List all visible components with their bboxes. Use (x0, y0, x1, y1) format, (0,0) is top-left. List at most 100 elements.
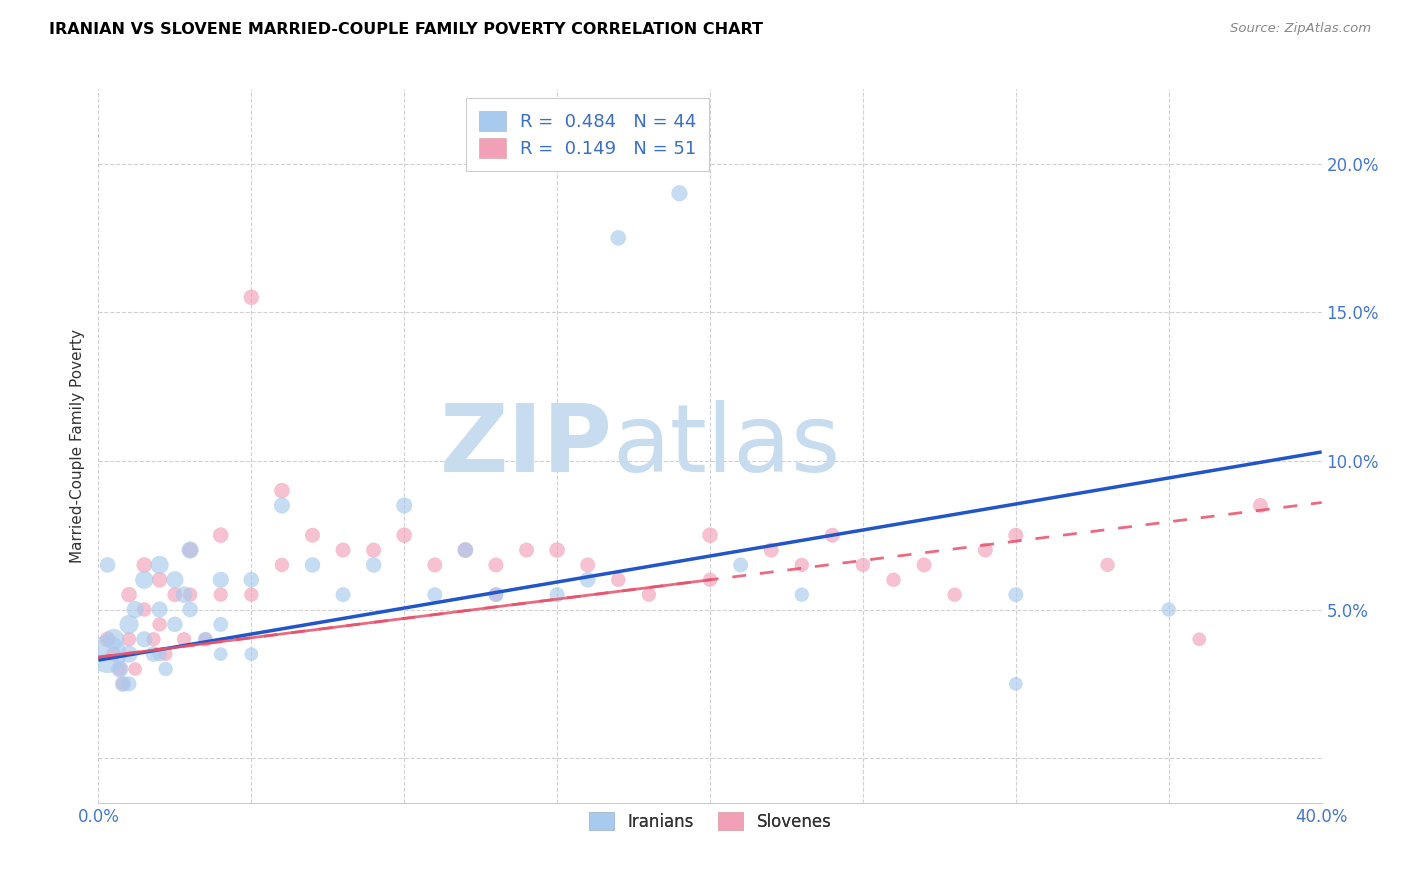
Point (301, 528, 323, 542)
Point (332, 588, 354, 602)
Point (240, 573, 263, 587)
Point (637, 588, 661, 602)
Point (759, 543, 782, 558)
Point (103, 632, 125, 647)
Point (163, 573, 186, 587)
Point (546, 543, 568, 558)
Point (332, 543, 354, 558)
Point (103, 647, 125, 661)
Point (142, 632, 165, 647)
Point (111, 677, 134, 691)
Point (485, 588, 508, 602)
Point (124, 602, 146, 616)
Point (1157, 602, 1180, 616)
Point (209, 528, 232, 542)
Point (699, 528, 721, 542)
Point (155, 647, 177, 661)
Text: atlas: atlas (612, 400, 841, 492)
Point (485, 558, 508, 572)
Point (546, 588, 568, 602)
Point (392, 499, 416, 513)
Point (118, 677, 141, 691)
Point (179, 543, 201, 558)
Point (142, 647, 165, 661)
Point (392, 528, 416, 542)
Point (134, 632, 156, 647)
Point (883, 573, 905, 587)
Point (209, 588, 232, 602)
Point (179, 602, 201, 616)
Point (118, 647, 141, 661)
Point (163, 617, 186, 632)
Point (576, 573, 599, 587)
Point (699, 573, 721, 587)
Point (108, 662, 131, 676)
Point (1249, 499, 1271, 513)
Point (118, 632, 141, 647)
Point (1188, 632, 1211, 647)
Point (118, 617, 141, 632)
Point (179, 588, 201, 602)
Point (134, 573, 156, 587)
Point (423, 558, 446, 572)
Point (149, 647, 172, 661)
Point (454, 543, 477, 558)
Point (149, 573, 172, 587)
Point (1004, 588, 1026, 602)
Point (974, 543, 997, 558)
Point (173, 632, 195, 647)
Point (301, 558, 323, 572)
Point (108, 662, 131, 676)
Point (1004, 528, 1026, 542)
Point (97, 647, 120, 661)
Point (1097, 558, 1119, 572)
Point (194, 632, 217, 647)
Point (943, 588, 966, 602)
Point (790, 588, 813, 602)
Point (111, 677, 134, 691)
Point (149, 602, 172, 616)
Point (97, 632, 120, 647)
Point (912, 558, 935, 572)
Point (179, 543, 201, 558)
Text: ZIP: ZIP (439, 400, 612, 492)
Point (134, 602, 156, 616)
Point (240, 588, 263, 602)
Legend: Iranians, Slovenes: Iranians, Slovenes (582, 805, 838, 838)
Point (149, 617, 172, 632)
Point (576, 558, 599, 572)
Text: Source: ZipAtlas.com: Source: ZipAtlas.com (1230, 22, 1371, 36)
Point (363, 543, 385, 558)
Point (852, 558, 875, 572)
Point (240, 290, 263, 304)
Point (668, 186, 690, 201)
Point (173, 588, 195, 602)
Point (790, 558, 813, 572)
Point (209, 617, 232, 632)
Point (209, 573, 232, 587)
Point (149, 558, 172, 572)
Y-axis label: Married-Couple Family Poverty: Married-Couple Family Poverty (69, 329, 84, 563)
Point (1004, 677, 1026, 691)
Point (730, 558, 752, 572)
Point (607, 231, 630, 245)
Point (270, 499, 292, 513)
Point (118, 588, 141, 602)
Point (240, 647, 263, 661)
Point (423, 588, 446, 602)
Point (821, 528, 844, 542)
Point (270, 558, 292, 572)
Point (209, 647, 232, 661)
Point (270, 483, 292, 498)
Point (134, 558, 156, 572)
Point (454, 543, 477, 558)
Text: IRANIAN VS SLOVENE MARRIED-COUPLE FAMILY POVERTY CORRELATION CHART: IRANIAN VS SLOVENE MARRIED-COUPLE FAMILY… (49, 22, 763, 37)
Point (97, 558, 120, 572)
Point (485, 588, 508, 602)
Point (516, 543, 538, 558)
Point (163, 588, 186, 602)
Point (607, 573, 630, 587)
Point (155, 662, 177, 676)
Point (124, 662, 146, 676)
Point (194, 632, 217, 647)
